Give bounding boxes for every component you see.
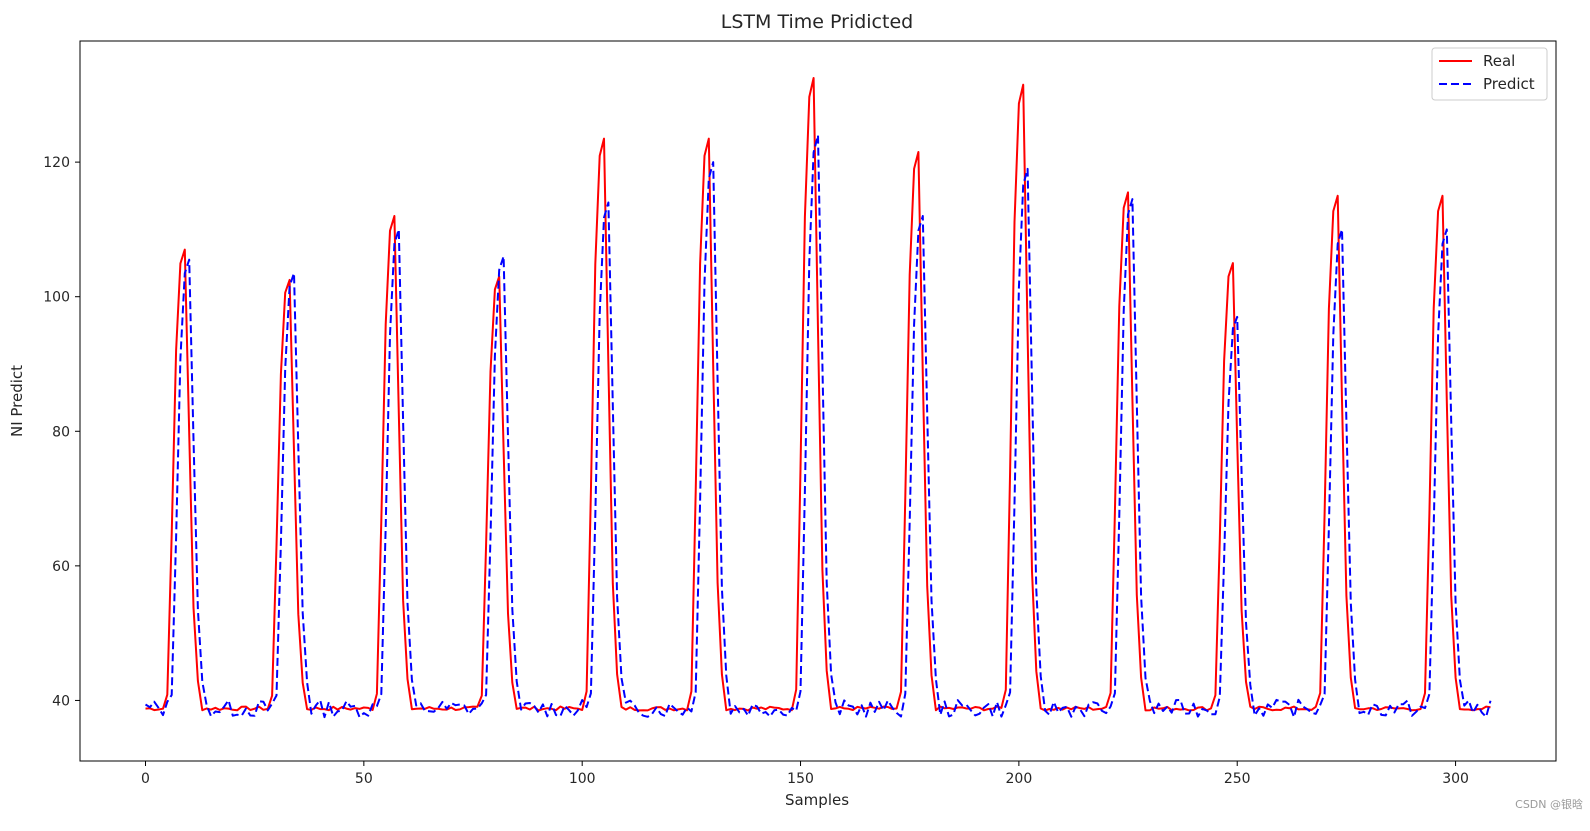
- x-tick-label: 100: [569, 771, 596, 787]
- legend-predict-label: Predict: [1483, 75, 1535, 93]
- x-tick-label: 200: [1006, 771, 1033, 787]
- y-tick-label: 40: [52, 693, 70, 709]
- x-tick-label: 0: [141, 771, 150, 787]
- x-tick-label: 150: [787, 771, 814, 787]
- x-tick-label: 50: [355, 771, 373, 787]
- legend: Real Predict: [1431, 47, 1548, 101]
- y-tick-label: 120: [43, 155, 70, 171]
- y-tick-label: 100: [43, 290, 70, 306]
- real-series-line: [145, 77, 1491, 712]
- watermark: CSDN @银晗: [1515, 797, 1583, 811]
- chart-title: LSTM Time Pridicted: [721, 11, 913, 33]
- x-axis-label: Samples: [785, 791, 849, 809]
- x-axis-ticks: 0 50 100 150 200 250 300: [141, 761, 1469, 787]
- y-tick-label: 60: [52, 559, 70, 575]
- x-tick-label: 250: [1224, 771, 1251, 787]
- legend-real-label: Real: [1483, 52, 1515, 70]
- y-axis-label: NI Predict: [8, 365, 26, 437]
- y-tick-label: 80: [52, 424, 70, 440]
- x-tick-label: 300: [1442, 771, 1469, 787]
- plot-area: [79, 40, 1557, 762]
- y-axis-ticks: 40 60 80 100 120: [43, 155, 80, 709]
